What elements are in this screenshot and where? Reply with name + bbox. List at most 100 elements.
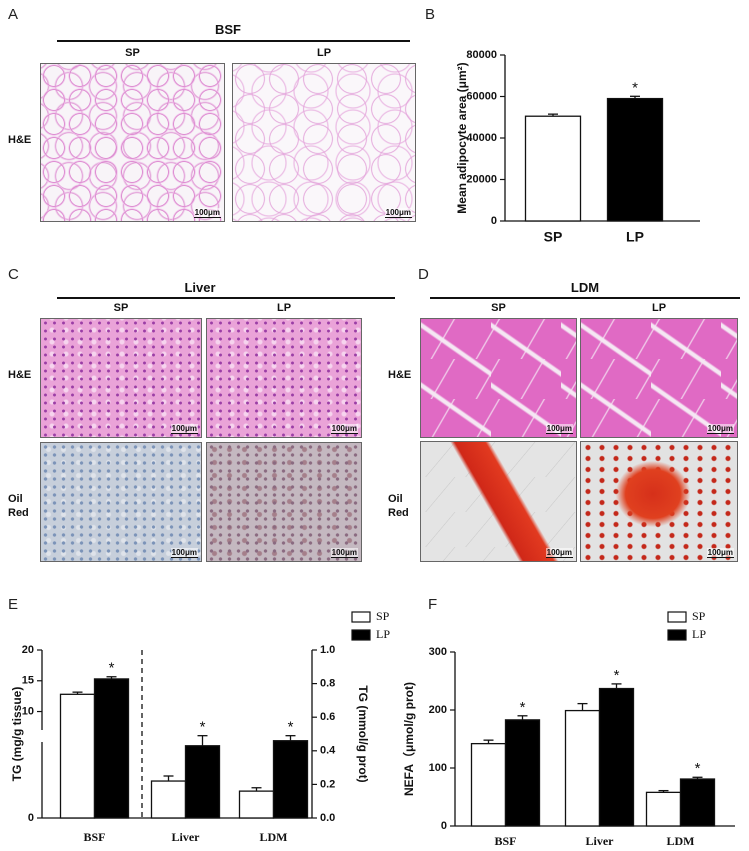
legend-label: SP xyxy=(692,609,706,623)
legend-swatch xyxy=(351,629,371,641)
panel-letter: E xyxy=(8,596,18,613)
bar xyxy=(645,791,682,827)
significance-label: * xyxy=(632,79,638,96)
tick-label: 0.0 xyxy=(320,812,335,824)
tick-label: 0 xyxy=(28,812,34,824)
tick-label: 200 xyxy=(429,704,447,716)
scale-bar: 100μm xyxy=(170,548,198,558)
x-tick-label: Liver xyxy=(172,830,201,844)
scale-bar: 100μm xyxy=(706,548,734,558)
y-axis-label: Mean adipocyte area (μm²) xyxy=(455,62,469,213)
x-tick-label: LP xyxy=(626,229,644,245)
y-axis-label: NEFA（μmol/g prot) xyxy=(401,682,416,796)
legend-label: SP xyxy=(376,609,390,623)
column-label: LP xyxy=(276,302,292,314)
micrograph: 100μm xyxy=(580,441,738,562)
bar xyxy=(470,742,507,827)
panel-letter: D xyxy=(418,266,429,283)
tick-label: 80000 xyxy=(466,49,497,61)
significance-label: * xyxy=(288,719,294,736)
bar xyxy=(564,709,601,827)
tick-label: 0.4 xyxy=(320,745,336,757)
tick-label: 300 xyxy=(429,646,447,658)
panel-title: BSF xyxy=(215,22,241,37)
x-tick-label: Liver xyxy=(586,834,615,848)
legend-swatch xyxy=(667,611,687,623)
title-rule xyxy=(57,40,410,42)
micrograph: 100μm xyxy=(40,63,225,222)
x-tick-label: LDM xyxy=(667,834,695,848)
scale-bar: 100μm xyxy=(545,548,573,558)
tick-label: 0 xyxy=(491,215,497,227)
significance-label: * xyxy=(200,719,206,736)
significance-label: * xyxy=(614,667,620,684)
micrograph: 100μm xyxy=(40,442,202,562)
tick-label: 40000 xyxy=(466,132,497,144)
scale-bar: 100μm xyxy=(330,548,358,558)
micrograph: 100μm xyxy=(206,442,362,562)
panel-letter: C xyxy=(8,266,19,283)
legend-swatch xyxy=(667,629,687,641)
tick-label: 20000 xyxy=(466,173,497,185)
significance-label: * xyxy=(109,660,115,677)
tick-label: 15 xyxy=(22,675,34,687)
scale-bar: 100μm xyxy=(384,208,412,218)
legend-label: LP xyxy=(376,627,390,641)
y-axis-label: TG (mg/g tissue) xyxy=(10,687,24,782)
panel-letter: F xyxy=(428,596,437,613)
column-label: SP xyxy=(491,302,506,314)
scale-bar: 100μm xyxy=(170,424,198,434)
column-label: SP xyxy=(113,302,129,314)
title-rule xyxy=(430,297,740,299)
tick-label: 0 xyxy=(441,820,447,832)
bar xyxy=(606,97,664,222)
tick-label: 0.2 xyxy=(320,778,335,790)
micrograph: 100μm xyxy=(206,318,362,438)
row-label: Oil Red xyxy=(388,492,409,519)
scale-bar: 100μm xyxy=(193,208,221,218)
tick-label: 10 xyxy=(22,705,34,717)
y2-axis-label: TG (mmol/g prot) xyxy=(356,685,370,782)
column-label: SP xyxy=(125,47,140,59)
bar xyxy=(524,115,582,222)
bar xyxy=(679,778,716,827)
legend-label: LP xyxy=(692,627,706,641)
x-tick-label: LDM xyxy=(260,830,288,844)
panel-title: Liver xyxy=(184,280,216,295)
row-label: H&E xyxy=(388,369,412,381)
tick-label: 1.0 xyxy=(320,644,335,656)
bar xyxy=(504,719,541,827)
column-label: LP xyxy=(651,302,667,314)
scale-bar: 100μm xyxy=(545,424,573,434)
tick-label: 0.8 xyxy=(320,678,335,690)
title-rule xyxy=(57,297,395,299)
bar xyxy=(150,780,187,819)
micrograph: 100μm xyxy=(420,441,577,562)
row-label: H&E xyxy=(8,133,32,146)
row-label: H&E xyxy=(8,369,32,381)
bar xyxy=(598,687,635,827)
column-label: LP xyxy=(316,47,332,59)
bar xyxy=(238,790,275,819)
legend-swatch xyxy=(351,611,371,623)
micrograph: 100μm xyxy=(420,318,577,438)
x-tick-label: SP xyxy=(544,229,563,245)
bar xyxy=(184,745,221,819)
bar xyxy=(272,740,309,819)
scale-bar: 100μm xyxy=(330,424,358,434)
panel-letter: B xyxy=(425,6,435,23)
x-tick-label: BSF xyxy=(494,834,516,848)
bar xyxy=(59,693,96,819)
micrograph: 100μm xyxy=(580,318,738,438)
tick-label: 60000 xyxy=(466,90,497,102)
row-label: Oil Red xyxy=(8,493,29,519)
tick-label: 0.6 xyxy=(320,711,335,723)
significance-label: * xyxy=(520,699,526,716)
micrograph: 100μm xyxy=(232,63,416,222)
scale-bar: 100μm xyxy=(706,424,734,434)
x-tick-label: BSF xyxy=(83,830,105,844)
significance-label: * xyxy=(695,760,701,777)
tick-label: 100 xyxy=(429,762,447,774)
